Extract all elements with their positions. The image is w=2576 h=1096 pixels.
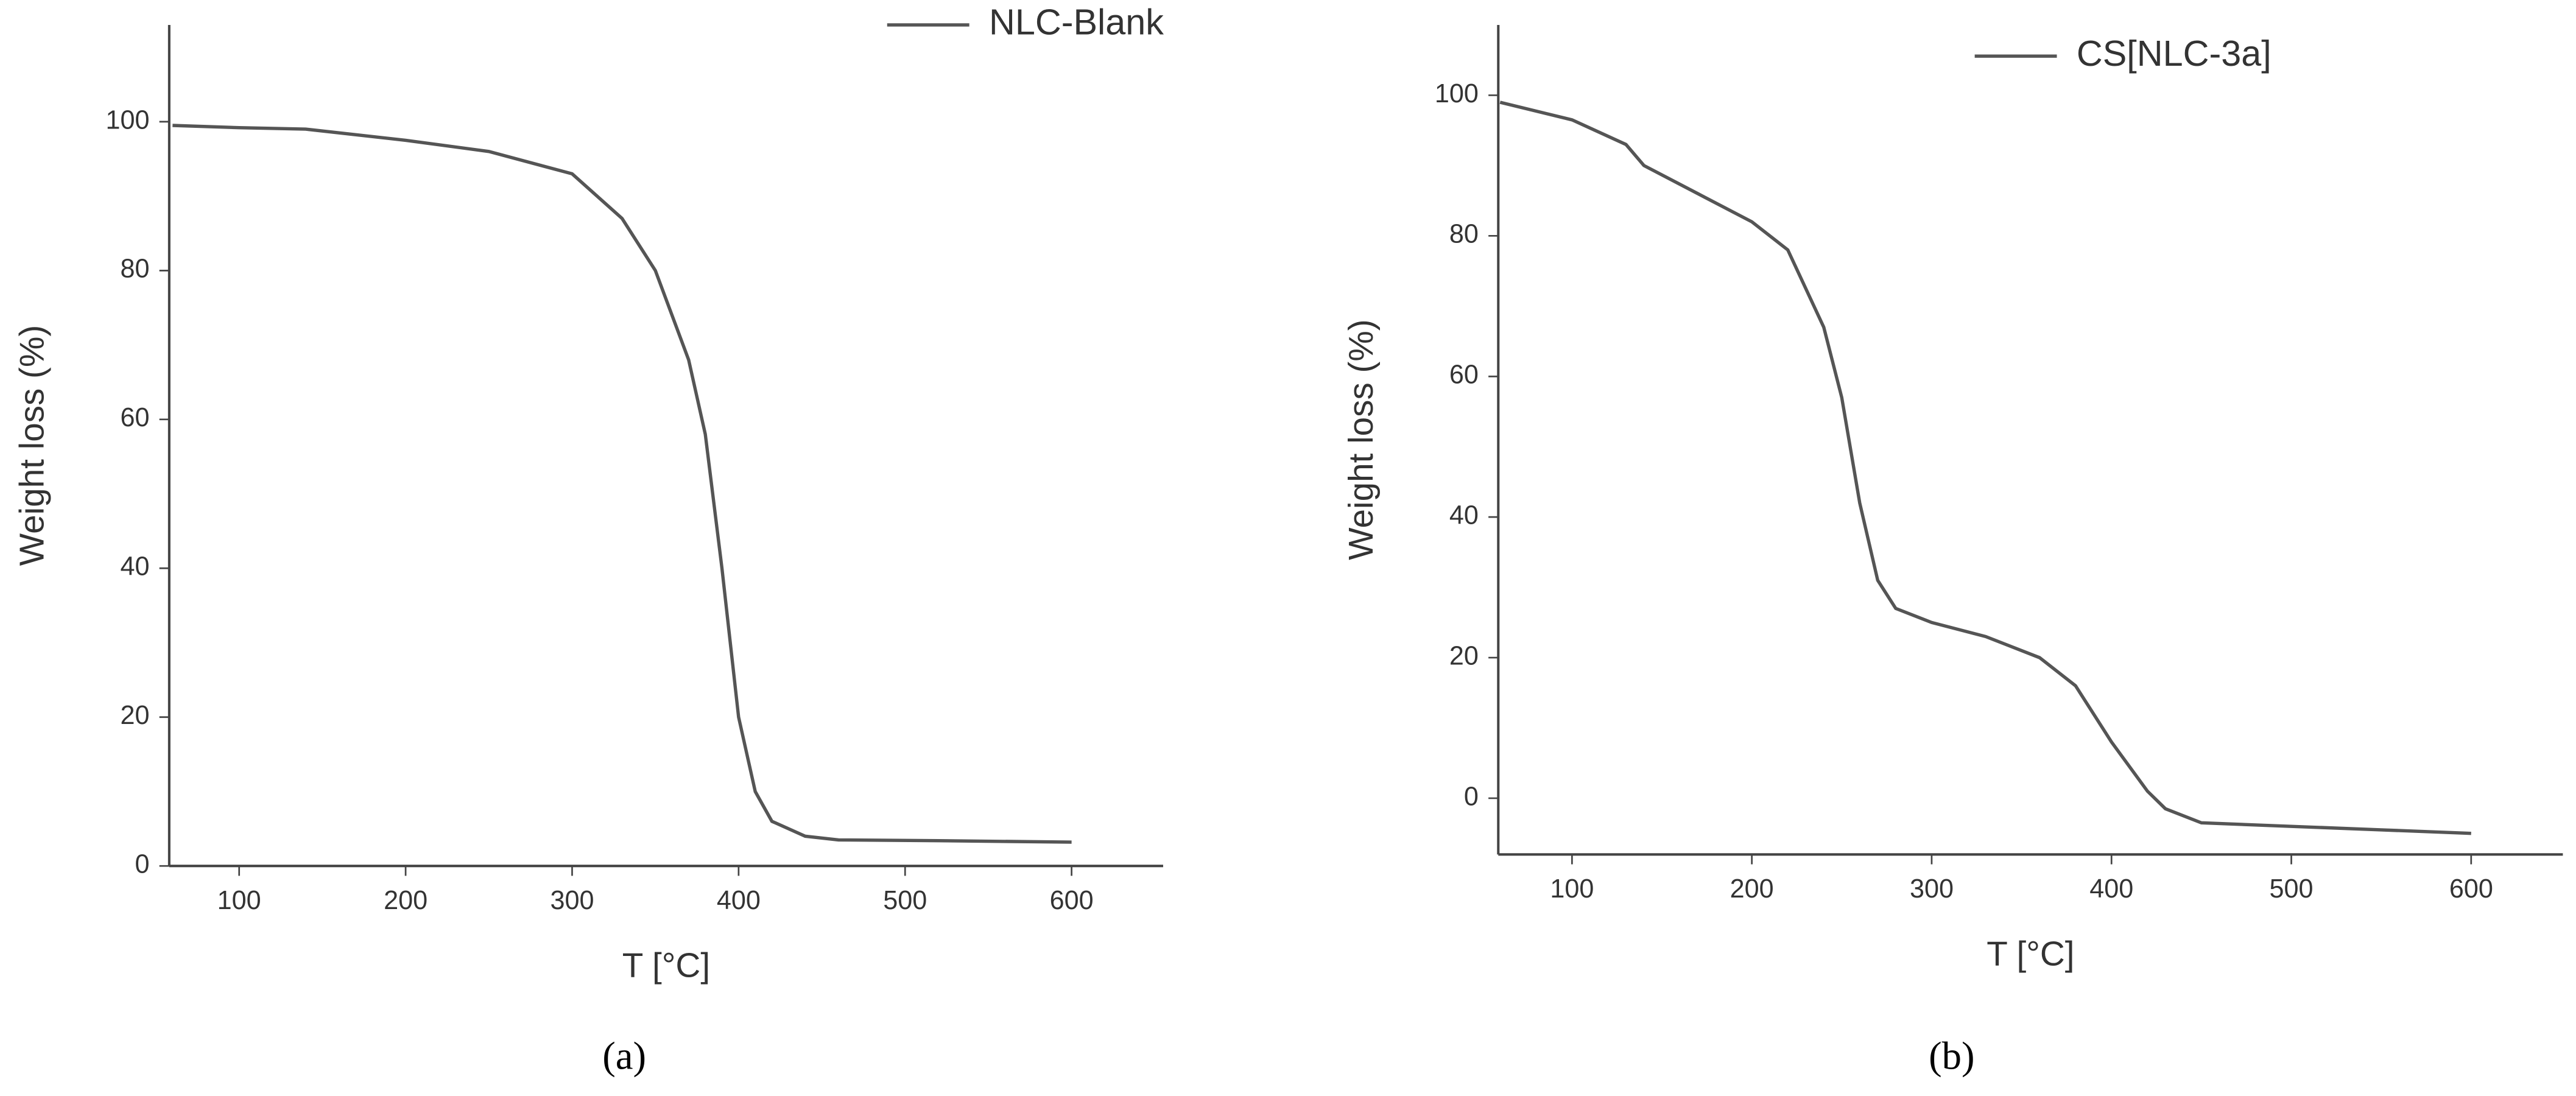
y-tick-label: 100 bbox=[105, 105, 149, 135]
x-tick-label: 400 bbox=[717, 886, 761, 915]
data-line bbox=[1499, 100, 2471, 835]
y-tick-label: 80 bbox=[120, 255, 149, 284]
y-tick-label: 40 bbox=[1449, 501, 1479, 530]
y-axis-title: Weight loss (%) bbox=[13, 325, 52, 566]
x-axis-title: T [°C] bbox=[1987, 935, 2074, 974]
y-tick-label: 80 bbox=[1449, 220, 1479, 249]
data-line bbox=[172, 124, 1072, 844]
y-tick-label: 60 bbox=[120, 403, 149, 432]
x-tick-label: 300 bbox=[550, 886, 594, 915]
legend-label: CS[NLC-3a] bbox=[2077, 33, 2272, 74]
x-tick-label: 600 bbox=[1050, 886, 1094, 915]
x-tick-label: 400 bbox=[2089, 874, 2133, 904]
x-tick-label: 600 bbox=[2449, 874, 2493, 904]
y-axis-title: Weight loss (%) bbox=[1342, 319, 1381, 560]
caption: (b) bbox=[1929, 1034, 1974, 1078]
x-tick-label: 100 bbox=[1550, 874, 1594, 904]
y-tick-label: 60 bbox=[1449, 360, 1479, 390]
x-tick-label: 200 bbox=[384, 886, 428, 915]
x-axis-title: T [°C] bbox=[622, 946, 710, 985]
y-tick-label: 100 bbox=[1435, 79, 1479, 108]
y-tick-label: 0 bbox=[1464, 782, 1479, 811]
x-tick-label: 500 bbox=[2270, 874, 2314, 904]
x-tick-label: 500 bbox=[883, 886, 927, 915]
y-tick-label: 20 bbox=[1449, 641, 1479, 670]
legend-label: NLC-Blank bbox=[989, 2, 1164, 43]
x-tick-label: 100 bbox=[217, 886, 261, 915]
x-tick-label: 200 bbox=[1730, 874, 1774, 904]
y-tick-label: 20 bbox=[120, 701, 149, 730]
x-tick-label: 300 bbox=[1910, 874, 1954, 904]
caption: (a) bbox=[602, 1034, 646, 1078]
y-tick-label: 0 bbox=[135, 850, 149, 879]
y-tick-label: 40 bbox=[120, 552, 149, 581]
